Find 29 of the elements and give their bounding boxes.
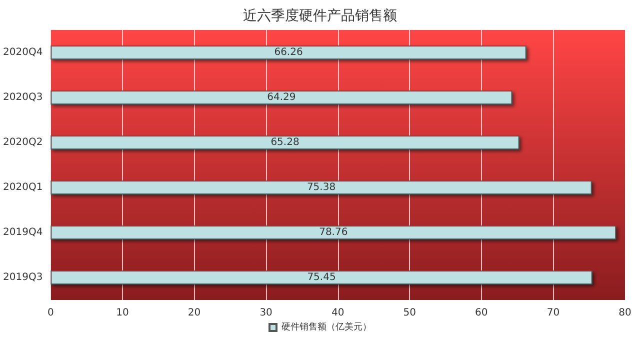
x-tick-label: 10 [116, 308, 129, 318]
x-tick-label: 50 [403, 308, 416, 318]
x-tick-label: 30 [260, 308, 272, 318]
x-tick-label: 20 [188, 308, 201, 318]
y-tick-label: 2019Q3 [2, 272, 43, 283]
x-tick-label: 0 [47, 308, 54, 318]
bar [50, 226, 616, 240]
y-tick-label: 2020Q1 [2, 182, 43, 193]
y-tick-label: 2020Q4 [2, 47, 43, 58]
data-label: 66.26 [274, 47, 303, 58]
x-tick-label: 40 [331, 308, 344, 318]
y-tick-label: 2020Q3 [2, 92, 43, 103]
data-label: 75.45 [307, 272, 336, 283]
x-tick-label: 60 [475, 308, 488, 318]
data-label: 65.28 [270, 137, 300, 148]
legend-label: 硬件销售额（亿美元） [282, 322, 372, 332]
x-tick-label: 80 [618, 308, 632, 318]
x-tick-label: 70 [546, 308, 560, 318]
bar [50, 46, 526, 60]
data-label: 75.38 [306, 182, 336, 193]
chart-title: 近六季度硬件产品销售额 [243, 8, 397, 24]
data-label: 78.76 [319, 227, 348, 238]
y-tick-label: 2019Q4 [2, 227, 43, 238]
y-tick-label: 2020Q2 [2, 137, 43, 148]
bar [50, 136, 520, 150]
bar [50, 180, 592, 194]
data-label: 64.29 [267, 92, 296, 103]
bar [50, 270, 592, 284]
bar [50, 90, 512, 104]
